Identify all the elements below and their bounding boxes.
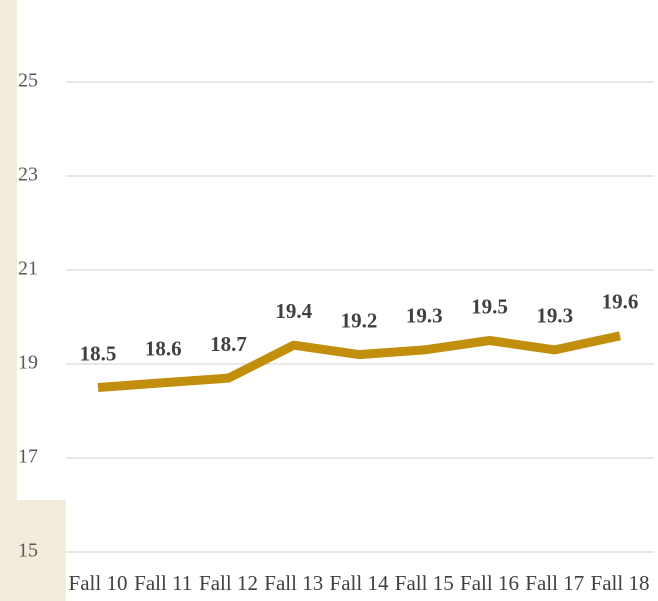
data-label: 18.6 [145, 337, 182, 361]
data-label: 19.3 [406, 304, 443, 328]
y-tick-label: 23 [18, 164, 38, 186]
data-label: 18.5 [80, 341, 117, 365]
corner-block [0, 500, 66, 601]
data-label: 19.6 [602, 290, 639, 314]
y-tick-label: 19 [18, 352, 38, 374]
data-label: 18.7 [210, 332, 247, 356]
series-line [97, 331, 621, 392]
x-tick-label: Fall 17 [525, 571, 584, 595]
x-tick-label: Fall 15 [395, 571, 454, 595]
x-tick-label: Fall 13 [264, 571, 323, 595]
data-label: 19.4 [275, 299, 312, 323]
x-tick-label: Fall 16 [460, 571, 519, 595]
x-tick-label: Fall 12 [199, 571, 258, 595]
x-tick-label: Fall 10 [69, 571, 128, 595]
x-tick-label: Fall 14 [330, 571, 389, 595]
y-tick-label: 25 [18, 70, 38, 92]
y-tick-label: 15 [18, 540, 38, 562]
side-strip [0, 0, 17, 500]
data-label: 19.3 [536, 304, 573, 328]
data-label: 19.5 [471, 294, 508, 318]
x-tick-label: Fall 18 [591, 571, 650, 595]
y-tick-label: 17 [18, 446, 38, 468]
y-tick-label: 21 [18, 258, 38, 280]
data-label: 19.2 [341, 308, 378, 332]
x-tick-label: Fall 11 [134, 571, 192, 595]
